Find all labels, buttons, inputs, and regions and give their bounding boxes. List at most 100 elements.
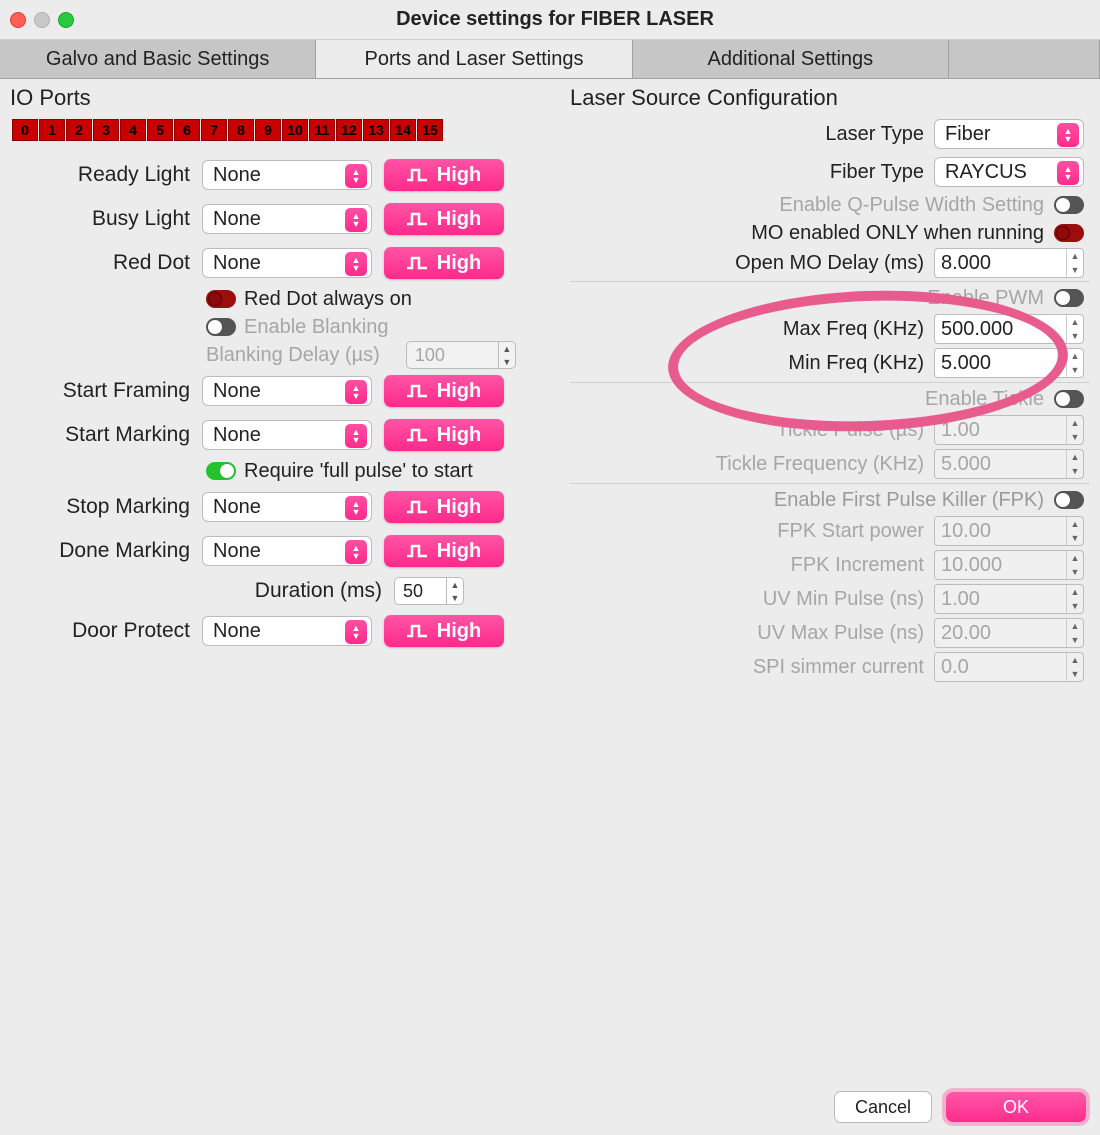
tab-ports[interactable]: Ports and Laser Settings	[316, 40, 632, 78]
port-bit[interactable]: 15	[417, 119, 443, 141]
blanking-delay-label: Blanking Delay (µs)	[206, 344, 380, 367]
door-protect-level-button[interactable]: High	[384, 615, 504, 647]
port-bit[interactable]: 0	[12, 119, 38, 141]
stop-marking-level-button[interactable]: High	[384, 491, 504, 523]
tab-galvo[interactable]: Galvo and Basic Settings	[0, 40, 316, 78]
busy-light-port-combo[interactable]: None	[202, 204, 372, 234]
row-start-framing: Start Framing None High	[10, 369, 570, 413]
window-controls	[10, 12, 74, 28]
mo-only-run-toggle[interactable]	[1054, 224, 1084, 242]
spi-simmer-input: 0.0 ▲▼	[934, 652, 1084, 682]
tab-additional[interactable]: Additional Settings	[633, 40, 949, 78]
port-bit[interactable]: 4	[120, 119, 146, 141]
door-protect-label: Door Protect	[10, 619, 190, 643]
io-ports-title: IO Ports	[10, 85, 570, 111]
ready-light-port-combo[interactable]: None	[202, 160, 372, 190]
port-bit-strip: 0 1 2 3 4 5 6 7 8 9 10 11 12 13 14 15	[12, 119, 570, 141]
fiber-type-label: Fiber Type	[830, 161, 924, 184]
row-mo-only-run: MO enabled ONLY when running	[570, 219, 1090, 247]
tickle-freq-input: 5.000 ▲▼	[934, 449, 1084, 479]
enable-blanking-toggle[interactable]	[206, 318, 236, 336]
door-protect-port-combo[interactable]: None	[202, 616, 372, 646]
chevron-updown-icon	[1057, 123, 1079, 147]
spin-value: 1.00	[941, 419, 980, 442]
start-marking-level-button[interactable]: High	[384, 419, 504, 451]
row-fiber-type: Fiber Type RAYCUS	[570, 153, 1090, 191]
row-door-protect: Door Protect None High	[10, 609, 570, 653]
stepper-icon[interactable]: ▲▼	[446, 578, 463, 604]
chevron-updown-icon	[345, 208, 367, 232]
start-marking-port-combo[interactable]: None	[202, 420, 372, 450]
stepper-icon: ▲▼	[1066, 517, 1083, 545]
fiber-type-combo[interactable]: RAYCUS	[934, 157, 1084, 187]
fpk-increment-input: 10.000 ▲▼	[934, 550, 1084, 580]
level-text: High	[437, 424, 481, 447]
stepper-icon[interactable]: ▲▼	[1066, 249, 1083, 277]
port-bit[interactable]: 12	[336, 119, 362, 141]
red-dot-always-toggle[interactable]	[206, 290, 236, 308]
port-bit[interactable]: 9	[255, 119, 281, 141]
chevron-updown-icon	[1057, 161, 1079, 185]
busy-light-level-button[interactable]: High	[384, 203, 504, 235]
red-dot-level-button[interactable]: High	[384, 247, 504, 279]
stepper-icon: ▲▼	[1066, 619, 1083, 647]
spin-value: 5.000	[941, 352, 991, 375]
row-tickle-freq: Tickle Frequency (KHz) 5.000 ▲▼	[570, 447, 1090, 481]
ok-button[interactable]: OK	[946, 1092, 1086, 1122]
port-bit[interactable]: 13	[363, 119, 389, 141]
fpk-start-label: FPK Start power	[777, 520, 924, 543]
tickle-pulse-input: 1.00 ▲▼	[934, 415, 1084, 445]
row-enable-pwm: Enable PWM	[570, 284, 1090, 312]
stop-marking-port-combo[interactable]: None	[202, 492, 372, 522]
port-bit[interactable]: 5	[147, 119, 173, 141]
start-framing-level-button[interactable]: High	[384, 375, 504, 407]
port-bit[interactable]: 10	[282, 119, 308, 141]
port-bit[interactable]: 3	[93, 119, 119, 141]
close-icon[interactable]	[10, 12, 26, 28]
port-bit[interactable]: 11	[309, 119, 335, 141]
tab-bar: Galvo and Basic Settings Ports and Laser…	[0, 40, 1100, 79]
red-dot-always-label: Red Dot always on	[244, 288, 412, 311]
enable-fpk-toggle[interactable]	[1054, 491, 1084, 509]
pulse-icon	[407, 500, 427, 514]
level-text: High	[437, 496, 481, 519]
open-mo-delay-input[interactable]: 8.000 ▲▼	[934, 248, 1084, 278]
max-freq-input[interactable]: 500.000 ▲▼	[934, 314, 1084, 344]
qpulse-label: Enable Q-Pulse Width Setting	[779, 194, 1044, 217]
spin-value: 50	[403, 581, 423, 602]
row-qpulse: Enable Q-Pulse Width Setting	[570, 191, 1090, 219]
separator	[570, 382, 1090, 383]
cancel-button[interactable]: Cancel	[834, 1091, 932, 1123]
min-freq-input[interactable]: 5.000 ▲▼	[934, 348, 1084, 378]
busy-light-label: Busy Light	[10, 207, 190, 231]
done-marking-level-button[interactable]: High	[384, 535, 504, 567]
spin-value: 100	[415, 345, 445, 366]
red-dot-port-combo[interactable]: None	[202, 248, 372, 278]
port-bit[interactable]: 6	[174, 119, 200, 141]
start-framing-port-combo[interactable]: None	[202, 376, 372, 406]
laser-config-panel: Laser Source Configuration Laser Type Fi…	[570, 83, 1090, 1079]
port-bit[interactable]: 8	[228, 119, 254, 141]
done-marking-port-combo[interactable]: None	[202, 536, 372, 566]
laser-type-combo[interactable]: Fiber	[934, 119, 1084, 149]
maximize-icon[interactable]	[58, 12, 74, 28]
port-bit[interactable]: 14	[390, 119, 416, 141]
separator	[570, 483, 1090, 484]
port-bit[interactable]: 1	[39, 119, 65, 141]
spin-value: 5.000	[941, 453, 991, 476]
minimize-icon	[34, 12, 50, 28]
require-full-pulse-toggle[interactable]	[206, 462, 236, 480]
stepper-icon[interactable]: ▲▼	[1066, 349, 1083, 377]
spi-simmer-label: SPI simmer current	[753, 656, 924, 679]
ready-light-level-button[interactable]: High	[384, 159, 504, 191]
row-red-dot: Red Dot None High	[10, 241, 570, 285]
dialog-body: IO Ports 0 1 2 3 4 5 6 7 8 9 10 11 12 13…	[0, 79, 1100, 1079]
stepper-icon[interactable]: ▲▼	[1066, 315, 1083, 343]
window-title: Device settings for FIBER LASER	[74, 8, 1036, 31]
chevron-updown-icon	[345, 252, 367, 276]
pulse-icon	[407, 428, 427, 442]
port-bit[interactable]: 2	[66, 119, 92, 141]
duration-input[interactable]: 50 ▲▼	[394, 577, 464, 605]
port-bit[interactable]: 7	[201, 119, 227, 141]
enable-tickle-toggle	[1054, 390, 1084, 408]
